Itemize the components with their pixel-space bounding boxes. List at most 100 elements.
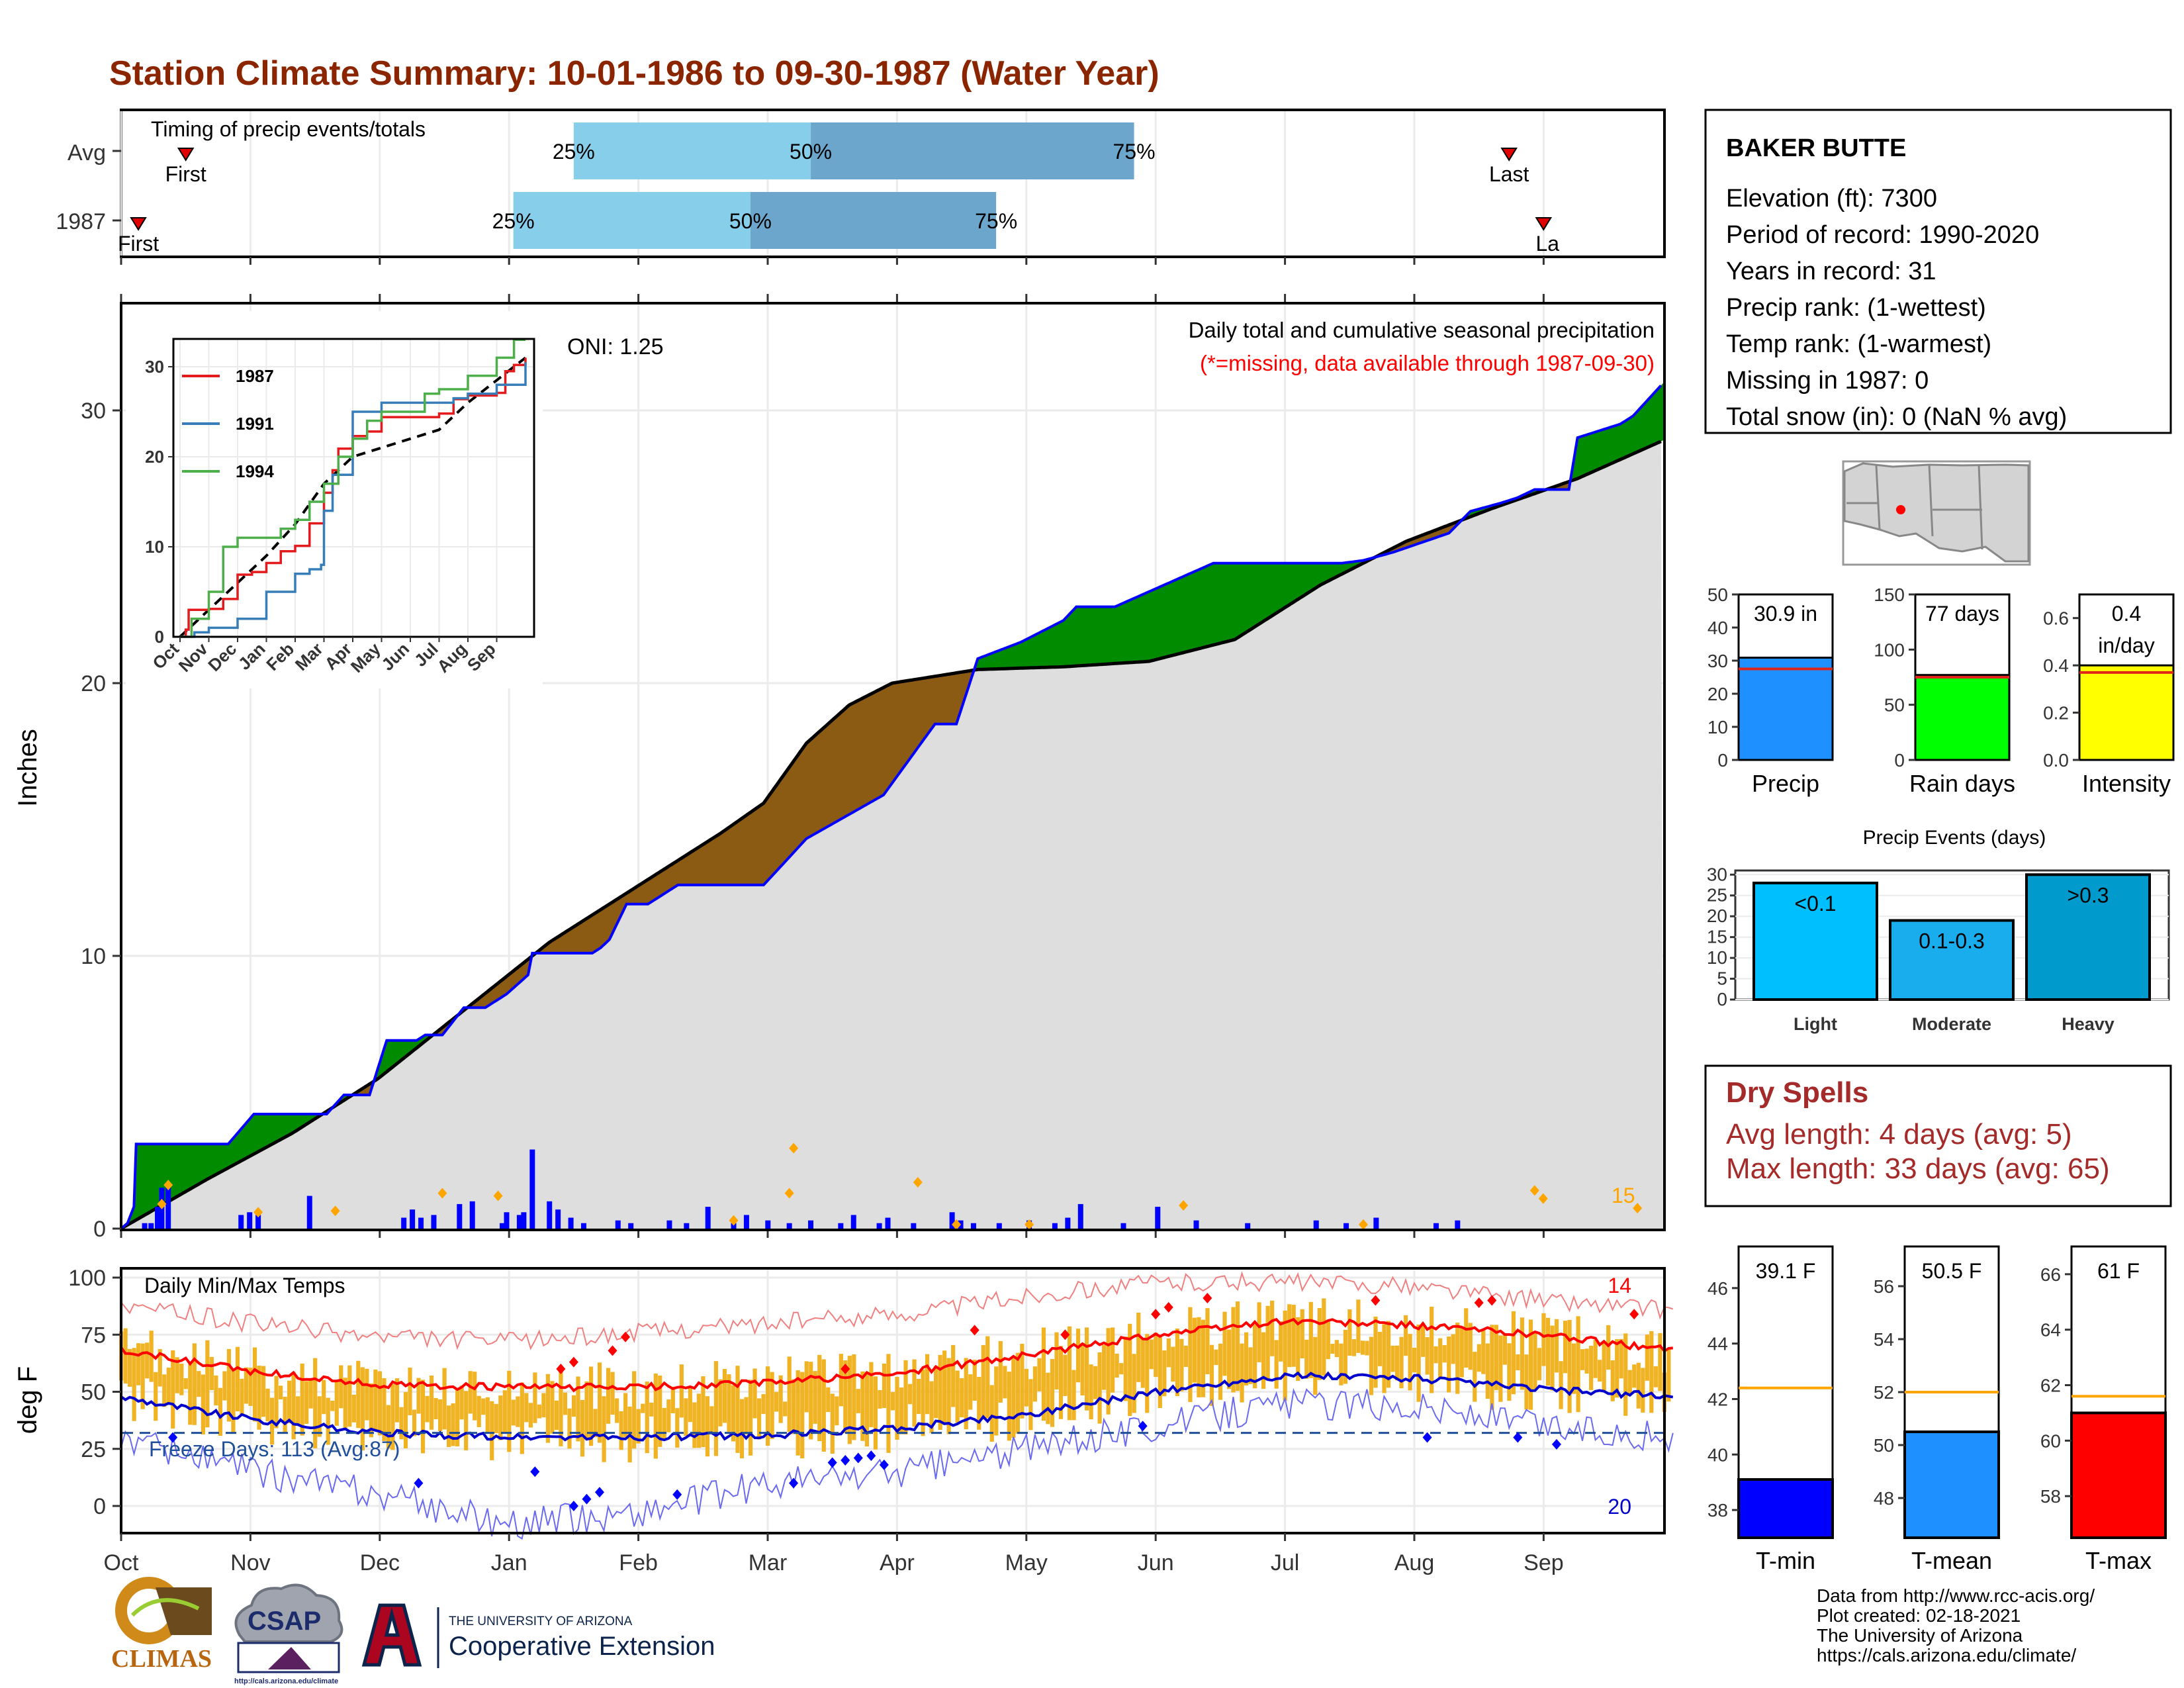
daily-temp-bar bbox=[1623, 1333, 1628, 1416]
daily-precip-bar bbox=[148, 1223, 154, 1229]
temp-tick-label-y: 25 bbox=[81, 1437, 106, 1462]
record-low-marker bbox=[1513, 1432, 1523, 1443]
daily-temp-bar bbox=[274, 1376, 279, 1429]
daily-temp-bar bbox=[1559, 1361, 1563, 1409]
daily-temp-bar bbox=[873, 1376, 878, 1450]
temp-summary-fill bbox=[2070, 1411, 2167, 1539]
daily-temp-bar bbox=[326, 1397, 330, 1445]
daily-temp-bar bbox=[1658, 1333, 1662, 1391]
daily-temp-bar bbox=[507, 1370, 512, 1452]
daily-temp-bar bbox=[571, 1395, 576, 1417]
daily-temp-bar bbox=[1265, 1305, 1270, 1381]
daily-temp-bar bbox=[433, 1397, 438, 1419]
daily-precip-bar bbox=[1193, 1220, 1199, 1229]
daily-temp-bar bbox=[226, 1348, 232, 1422]
temp-tick-label-y: 100 bbox=[68, 1266, 106, 1291]
csap-logo: CSAP http://cals.arizona.edu/climate bbox=[234, 1583, 343, 1685]
daily-temp-bar bbox=[1520, 1317, 1525, 1390]
summary-tick-label: 0 bbox=[1894, 750, 1905, 771]
daily-temp-bar bbox=[606, 1368, 611, 1424]
temp-summary-value-label: 39.1 F bbox=[1756, 1259, 1816, 1283]
daily-temp-bar bbox=[1003, 1366, 1007, 1399]
daily-temp-bar bbox=[1339, 1343, 1343, 1385]
extreme-precip-marker bbox=[952, 1219, 962, 1230]
daily-temp-bar bbox=[864, 1372, 870, 1447]
summary-bars: 30.9 in 0 10 20 30 40 50 Precip 77 days 0 50 100 150… bbox=[1707, 585, 2175, 797]
temp-summary-tick-label: 62 bbox=[2040, 1376, 2061, 1396]
footer-line-3: The University of Arizona bbox=[1817, 1625, 2023, 1646]
summary-tick-label: 50 bbox=[1884, 695, 1905, 716]
daily-temp-bar bbox=[1218, 1343, 1223, 1400]
daily-precip-bar bbox=[1065, 1217, 1071, 1229]
daily-temp-bar bbox=[183, 1378, 188, 1389]
daily-temp-bar bbox=[934, 1366, 938, 1419]
csap-cloud bbox=[234, 1583, 343, 1643]
daily-temp-bar bbox=[437, 1399, 443, 1431]
daily-temp-bar bbox=[989, 1385, 994, 1442]
daily-precip-bar bbox=[521, 1212, 527, 1229]
temp-summary-tick-label: 42 bbox=[1707, 1389, 1728, 1409]
daily-temp-bar bbox=[1080, 1343, 1085, 1396]
precip-tick-label-y: 30 bbox=[81, 399, 106, 424]
precip-tick-label-y: 10 bbox=[81, 944, 106, 969]
daily-temp-bar bbox=[1115, 1353, 1119, 1378]
precip-y-axis-label: Inches bbox=[13, 729, 42, 807]
daily-temp-bar bbox=[1433, 1346, 1438, 1364]
daily-temp-bar bbox=[197, 1371, 201, 1397]
daily-temp-bar bbox=[563, 1392, 568, 1415]
ua-logo-mark bbox=[361, 1603, 422, 1667]
daily-temp-bar bbox=[300, 1363, 304, 1436]
below-avg-area bbox=[1547, 476, 1571, 490]
location-map bbox=[1842, 460, 2031, 566]
daily-temp-bar bbox=[356, 1360, 361, 1429]
daily-precip-bar bbox=[1343, 1223, 1349, 1229]
temp-summary-category-label: T-max bbox=[2085, 1547, 2152, 1574]
record-high-marker bbox=[1487, 1295, 1497, 1306]
daily-temp-bar bbox=[1636, 1362, 1641, 1409]
daily-temp-bar bbox=[1666, 1348, 1671, 1402]
daily-temp-bar bbox=[955, 1370, 960, 1423]
timing-label-75: 75% bbox=[1113, 140, 1156, 164]
daily-temp-bar bbox=[1351, 1339, 1357, 1356]
daily-temp-bar bbox=[1653, 1366, 1658, 1387]
daily-temp-bar bbox=[1593, 1339, 1598, 1378]
daily-temp-bar bbox=[390, 1384, 395, 1450]
daily-temp-bar bbox=[701, 1376, 705, 1448]
daily-temp-bar bbox=[684, 1398, 688, 1436]
dry-spells-frame bbox=[1704, 1064, 2172, 1207]
events-bar-inside-label: 0.1-0.3 bbox=[1919, 929, 1985, 953]
extreme-precip-marker bbox=[493, 1190, 503, 1201]
daily-temp-bar bbox=[752, 1368, 757, 1419]
daily-temp-bar bbox=[481, 1398, 486, 1415]
daily-temp-bar bbox=[1226, 1329, 1232, 1389]
daily-temp-bar bbox=[1412, 1347, 1417, 1373]
daily-temp-bar bbox=[813, 1371, 817, 1424]
csap-url: http://cals.arizona.edu/climate bbox=[234, 1677, 338, 1685]
daily-temp-bar bbox=[399, 1407, 404, 1440]
inset-legend-label: 1987 bbox=[236, 366, 274, 386]
daily-temp-bar bbox=[412, 1409, 417, 1436]
daily-precip-bar bbox=[142, 1223, 148, 1229]
daily-temp-bar bbox=[175, 1357, 179, 1393]
station-info-line: Years in record: 31 bbox=[1726, 258, 1936, 285]
events-bar bbox=[2025, 873, 2151, 1001]
events-bar bbox=[1889, 919, 2015, 1002]
daily-precip-bar bbox=[949, 1212, 955, 1229]
daily-temp-bar bbox=[1020, 1343, 1024, 1419]
daily-temp-bar bbox=[1322, 1298, 1326, 1376]
daily-temp-bar bbox=[817, 1354, 822, 1442]
daily-temp-bar bbox=[541, 1393, 546, 1418]
events-category-label: Moderate bbox=[1912, 1014, 1991, 1034]
daily-precip-bar bbox=[1052, 1223, 1058, 1229]
record-low-marker bbox=[569, 1501, 578, 1511]
daily-temp-bar bbox=[377, 1371, 382, 1436]
record-low-marker bbox=[1551, 1438, 1561, 1450]
daily-temp-bar bbox=[343, 1378, 347, 1430]
daily-temp-bar bbox=[645, 1382, 649, 1454]
inset-legend-label: 1994 bbox=[236, 461, 274, 481]
daily-precip-bar bbox=[1433, 1223, 1439, 1229]
daily-temp-bar bbox=[1313, 1336, 1318, 1395]
ua-logo: THE UNIVERSITY OF ARIZONA Cooperative Ex… bbox=[361, 1603, 715, 1668]
temp-summary-tick-label: 56 bbox=[1874, 1276, 1894, 1297]
daily-temp-bar bbox=[770, 1372, 774, 1439]
